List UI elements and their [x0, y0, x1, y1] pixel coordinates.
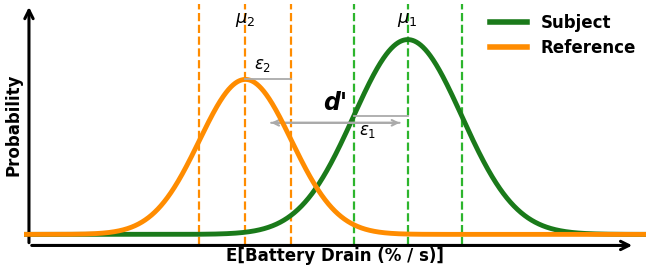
Text: $\varepsilon_1$: $\varepsilon_1$: [359, 122, 376, 140]
Text: $\varepsilon_2$: $\varepsilon_2$: [254, 56, 271, 74]
Y-axis label: Probability: Probability: [4, 73, 22, 176]
Text: $\mu_1$: $\mu_1$: [397, 11, 418, 29]
Legend: Subject, Reference: Subject, Reference: [484, 8, 642, 63]
X-axis label: E[Battery Drain (% / s)]: E[Battery Drain (% / s)]: [226, 247, 444, 265]
Text: $\mu_2$: $\mu_2$: [235, 11, 255, 29]
Text: d': d': [323, 91, 348, 115]
